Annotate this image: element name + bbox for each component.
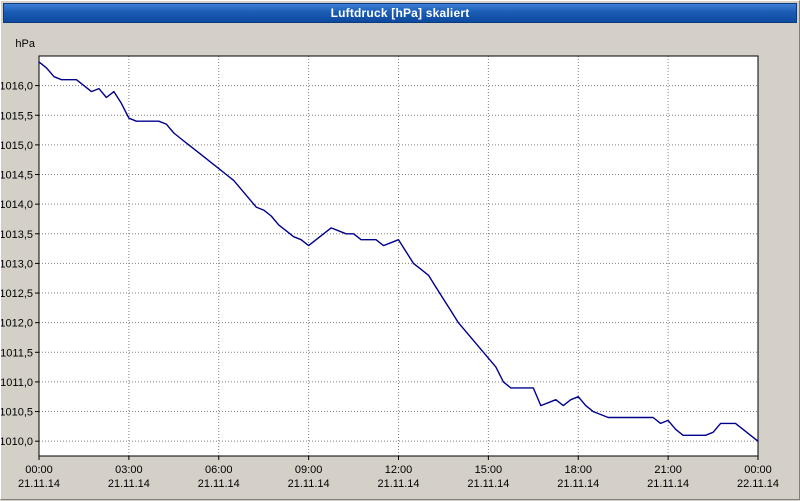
plot-border — [38, 55, 759, 457]
x-tick-date-label: 21.11.14 — [557, 478, 599, 490]
y-tick-label: 1010,0 — [1, 436, 33, 448]
x-tick-time-label: 03:00 — [115, 464, 143, 476]
x-tick-time-label: 06:00 — [205, 464, 233, 476]
y-tick-label: 1011,0 — [1, 377, 33, 389]
pressure-series-line — [38, 61, 759, 442]
x-tick-date-label: 21.11.14 — [18, 478, 60, 490]
x-tick-date-label: 21.11.14 — [288, 478, 330, 490]
y-tick-label: 1015,0 — [1, 140, 33, 152]
x-tick-time-label: 15:00 — [475, 464, 503, 476]
y-tick-label: 1013,5 — [1, 229, 33, 241]
x-tick-date-label: 21.11.14 — [467, 478, 509, 490]
x-tick-time-label: 21:00 — [654, 464, 682, 476]
y-tick-label: 1011,5 — [1, 347, 33, 359]
window-title-bar: Luftdruck [hPa] skaliert — [3, 3, 797, 23]
window-title: Luftdruck [hPa] skaliert — [330, 6, 470, 20]
x-tick-time-label: 09:00 — [295, 464, 323, 476]
x-tick-time-label: 00:00 — [25, 464, 53, 476]
x-tick-time-label: 12:00 — [385, 464, 413, 476]
y-tick-label: 1010,5 — [1, 407, 33, 419]
y-tick-label: 1014,5 — [1, 170, 33, 182]
y-tick-label: 1013,0 — [1, 258, 33, 270]
x-tick-date-label: 21.11.14 — [377, 478, 419, 490]
y-tick-label: 1016,0 — [1, 81, 33, 93]
pressure-line-chart: 1016,0 1015,5 1015,0 1014,5 1014,0 1013,5 1013… — [1, 38, 779, 490]
y-tick-label: 1014,0 — [1, 199, 33, 211]
x-tick-date-label: 21.11.14 — [198, 478, 240, 490]
chart-region: 1016,0 1015,5 1015,0 1014,5 1014,0 1013,5 1013… — [1, 25, 800, 501]
x-tick-date-label: 22.11.14 — [737, 478, 779, 490]
y-tick-label: 1015,5 — [1, 110, 33, 122]
x-tick-date-label: 21.11.14 — [108, 478, 150, 490]
y-tick-label: 1012,5 — [1, 288, 33, 300]
x-tick-time-label: 00:00 — [744, 464, 772, 476]
x-tick-time-label: 18:00 — [564, 464, 592, 476]
x-tick-date-label: 21.11.14 — [647, 478, 689, 490]
y-tick-label: 1012,0 — [1, 318, 33, 330]
y-axis-unit-label: hPa — [15, 38, 35, 50]
